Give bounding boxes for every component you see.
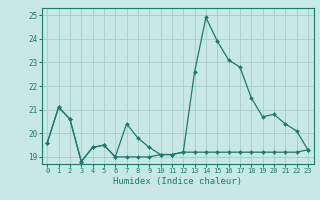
X-axis label: Humidex (Indice chaleur): Humidex (Indice chaleur)	[113, 177, 242, 186]
